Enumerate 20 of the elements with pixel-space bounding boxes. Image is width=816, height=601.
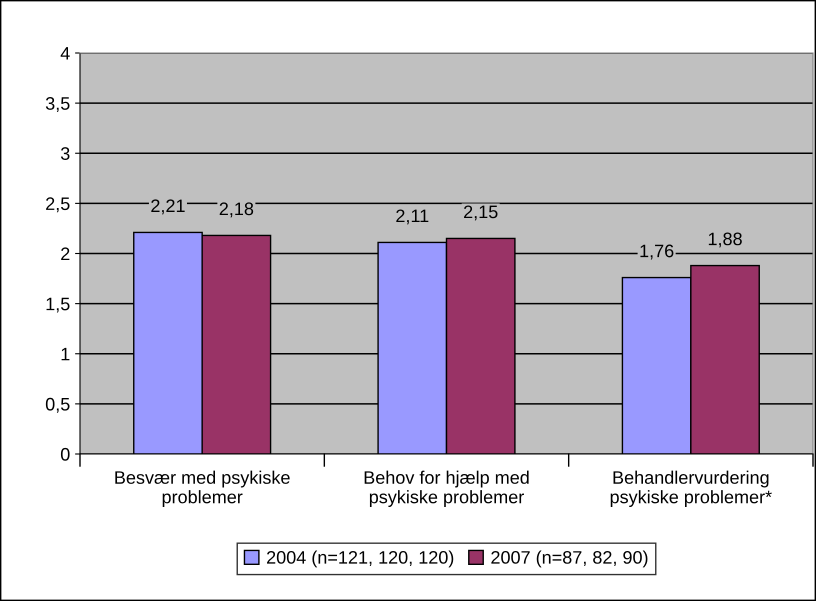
y-tick-label: 0,5 [46, 398, 70, 413]
y-tick-label: 1 [62, 348, 70, 360]
data-label: 2,15 [464, 205, 498, 220]
y-tick-label: 2 [61, 247, 70, 260]
y-tick-label: 3 [60, 147, 70, 160]
y-tick-label: 4 [60, 47, 70, 60]
y-tick-label: 0 [60, 448, 70, 461]
x-tick-label: Besvær med psykiske problemer [115, 470, 290, 507]
x-tick-label: Behandlervurdering psykiske problemer* [610, 470, 772, 507]
legend-label: 2007 (n=87, 82, 90) [491, 550, 648, 568]
y-tick-label: 1,5 [46, 298, 70, 312]
data-label: 2,11 [396, 209, 428, 224]
data-label: 2,21 [151, 199, 185, 214]
legend-label: 2004 (n=121, 120, 120) [267, 550, 454, 568]
y-tick-label: 3,5 [46, 97, 70, 112]
x-tick-label: Behov for hjælp med psykiske problemer [364, 470, 529, 507]
data-label: 1,76 [640, 244, 674, 260]
data-label: 2,18 [220, 202, 254, 218]
y-tick-label: 2,5 [46, 197, 70, 212]
data-label: 1,88 [708, 232, 742, 248]
